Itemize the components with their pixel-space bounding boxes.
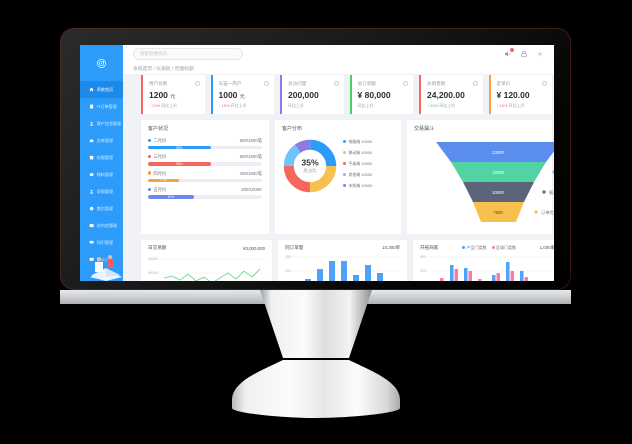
svg-text:总占比: 总占比	[303, 167, 317, 174]
svg-text:7600: 7600	[493, 210, 503, 215]
svg-text:200: 200	[285, 269, 291, 273]
svg-text:15000: 15000	[492, 170, 504, 175]
svg-text:10000: 10000	[492, 190, 504, 195]
svg-text:订单完成: 订单完成	[541, 209, 554, 216]
svg-text:300: 300	[285, 255, 291, 259]
svg-text:200: 200	[420, 269, 426, 273]
svg-text:23000: 23000	[492, 150, 504, 155]
svg-text:400: 400	[420, 255, 426, 259]
svg-text:40000: 40000	[148, 271, 158, 275]
svg-text:40000: 40000	[148, 257, 158, 261]
svg-text:客户下单: 客户下单	[549, 189, 554, 196]
svg-text:35%: 35%	[301, 157, 319, 167]
